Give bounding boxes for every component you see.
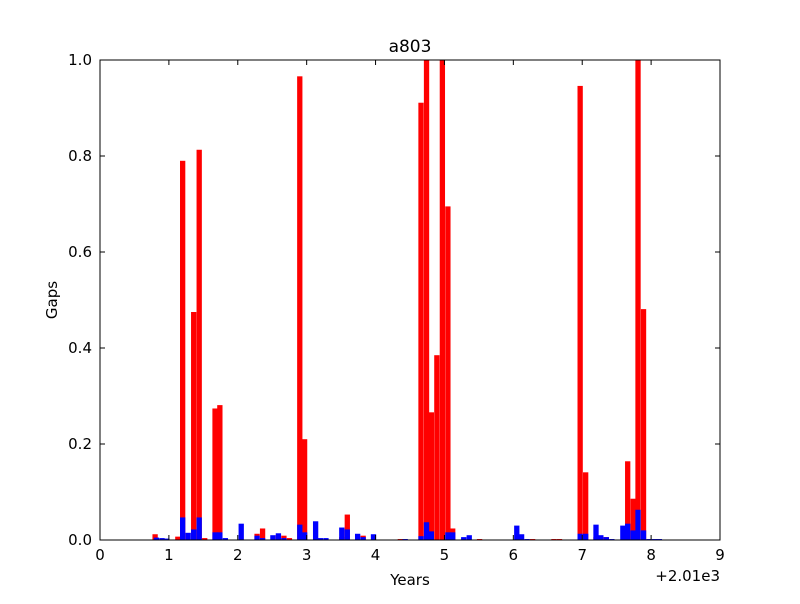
bar-series-1	[583, 472, 589, 540]
x-tick-label: 0	[95, 546, 105, 564]
bar-series-2	[598, 535, 604, 540]
x-axis-label: Years	[389, 571, 430, 589]
bar-series-1	[152, 534, 158, 540]
bar-series-1	[434, 355, 440, 540]
bar-series-1	[259, 528, 266, 540]
bar-series-2	[317, 538, 324, 540]
ticks-layer: 0 1 2 3 4 5 6 7 8 9 0.0 0.2 0.4 0.6 0.8 1.0	[68, 51, 725, 564]
bar-series-2	[185, 532, 191, 540]
bar-series-1	[625, 461, 631, 540]
x-offset-label: +2.01e3	[655, 567, 720, 585]
bar-series-2	[466, 535, 472, 540]
plot-frame	[99, 59, 721, 541]
bar-series-2	[259, 538, 266, 540]
bar-series-1	[428, 412, 434, 540]
bar-series-2	[418, 536, 424, 540]
bar-series-2	[323, 538, 329, 540]
bar-series-1	[418, 102, 424, 540]
bar-series-2	[238, 523, 244, 540]
x-tick-label: 4	[371, 546, 381, 564]
bar-series-2	[640, 530, 647, 540]
bar-series-2	[461, 537, 467, 540]
x-tick-label: 8	[646, 546, 656, 564]
bar-series-2	[635, 509, 641, 540]
bar-series-2	[620, 525, 626, 540]
y-tick-label: 1.0	[68, 51, 92, 69]
bar-series-1	[423, 60, 430, 540]
bar-series-2	[180, 517, 186, 540]
bars-layer	[152, 60, 663, 541]
bar-series-2	[445, 532, 451, 540]
y-tick-label: 0.8	[68, 147, 92, 165]
y-tick-label: 0.0	[68, 531, 92, 549]
bar-series-2	[625, 523, 631, 540]
bar-series-2	[212, 532, 218, 540]
x-tick-label: 6	[509, 546, 519, 564]
bar-series-1	[191, 312, 197, 540]
bar-series-2	[583, 533, 589, 540]
bar-series-1	[577, 85, 583, 541]
bar-series-1	[212, 408, 218, 540]
bar-series-1	[445, 206, 451, 540]
bar-series-2	[593, 524, 599, 540]
y-tick-label: 0.6	[68, 243, 92, 261]
bar-series-2	[577, 533, 583, 540]
bar-series-2	[630, 530, 636, 540]
bar-series-1	[297, 76, 303, 540]
y-axis-label: Gaps	[43, 281, 61, 319]
bar-series-2	[281, 538, 287, 540]
x-tick-label: 2	[233, 546, 243, 564]
bar-series-2	[339, 527, 345, 540]
bar-series-2	[354, 533, 361, 540]
bar-series-2	[360, 537, 366, 540]
bar-series-1	[286, 538, 293, 540]
bar-series-1	[344, 514, 350, 540]
chart-title: a803	[389, 37, 432, 57]
bar-series-1	[217, 405, 223, 540]
x-tick-label: 7	[577, 546, 587, 564]
bar-series-2	[518, 534, 525, 540]
bar-series-1	[439, 60, 446, 540]
bar-series-2	[196, 517, 202, 540]
x-tick-label: 1	[164, 546, 174, 564]
bar-series-2	[191, 529, 197, 540]
bar-series-2	[275, 533, 282, 540]
bar-series-1	[640, 309, 647, 540]
bar-series-2	[270, 535, 276, 540]
bar-series-2	[159, 538, 165, 540]
bar-series-1	[630, 498, 636, 540]
bar-series-2	[514, 525, 520, 540]
bar-series-2	[428, 531, 434, 540]
x-tick-label: 9	[715, 546, 725, 564]
bar-series-2	[423, 522, 430, 540]
y-tick-label: 0.2	[68, 435, 92, 453]
bar-series-1	[180, 160, 186, 541]
bar-series-2	[312, 521, 319, 540]
bar-series-2	[153, 537, 160, 540]
x-tick-label: 3	[302, 546, 312, 564]
bar-series-1	[301, 439, 308, 540]
bar-series-1	[196, 149, 202, 540]
bar-series-2	[254, 535, 260, 540]
y-tick-label: 0.4	[68, 339, 92, 357]
bar-series-1	[635, 60, 641, 540]
bar-series-2	[603, 537, 609, 540]
bar-series-1	[281, 535, 287, 540]
bar-series-1	[175, 536, 181, 540]
bar-series-2	[370, 534, 377, 540]
bar-series-2	[222, 538, 229, 540]
bar-series-2	[301, 532, 308, 540]
bar-series-2	[297, 524, 303, 540]
bar-series-2	[217, 532, 223, 540]
x-tick-label: 5	[440, 546, 450, 564]
bar-series-2	[450, 532, 456, 540]
bar-series-2	[344, 529, 350, 540]
bar-series-1	[202, 538, 208, 540]
bar-series-2	[164, 538, 170, 540]
